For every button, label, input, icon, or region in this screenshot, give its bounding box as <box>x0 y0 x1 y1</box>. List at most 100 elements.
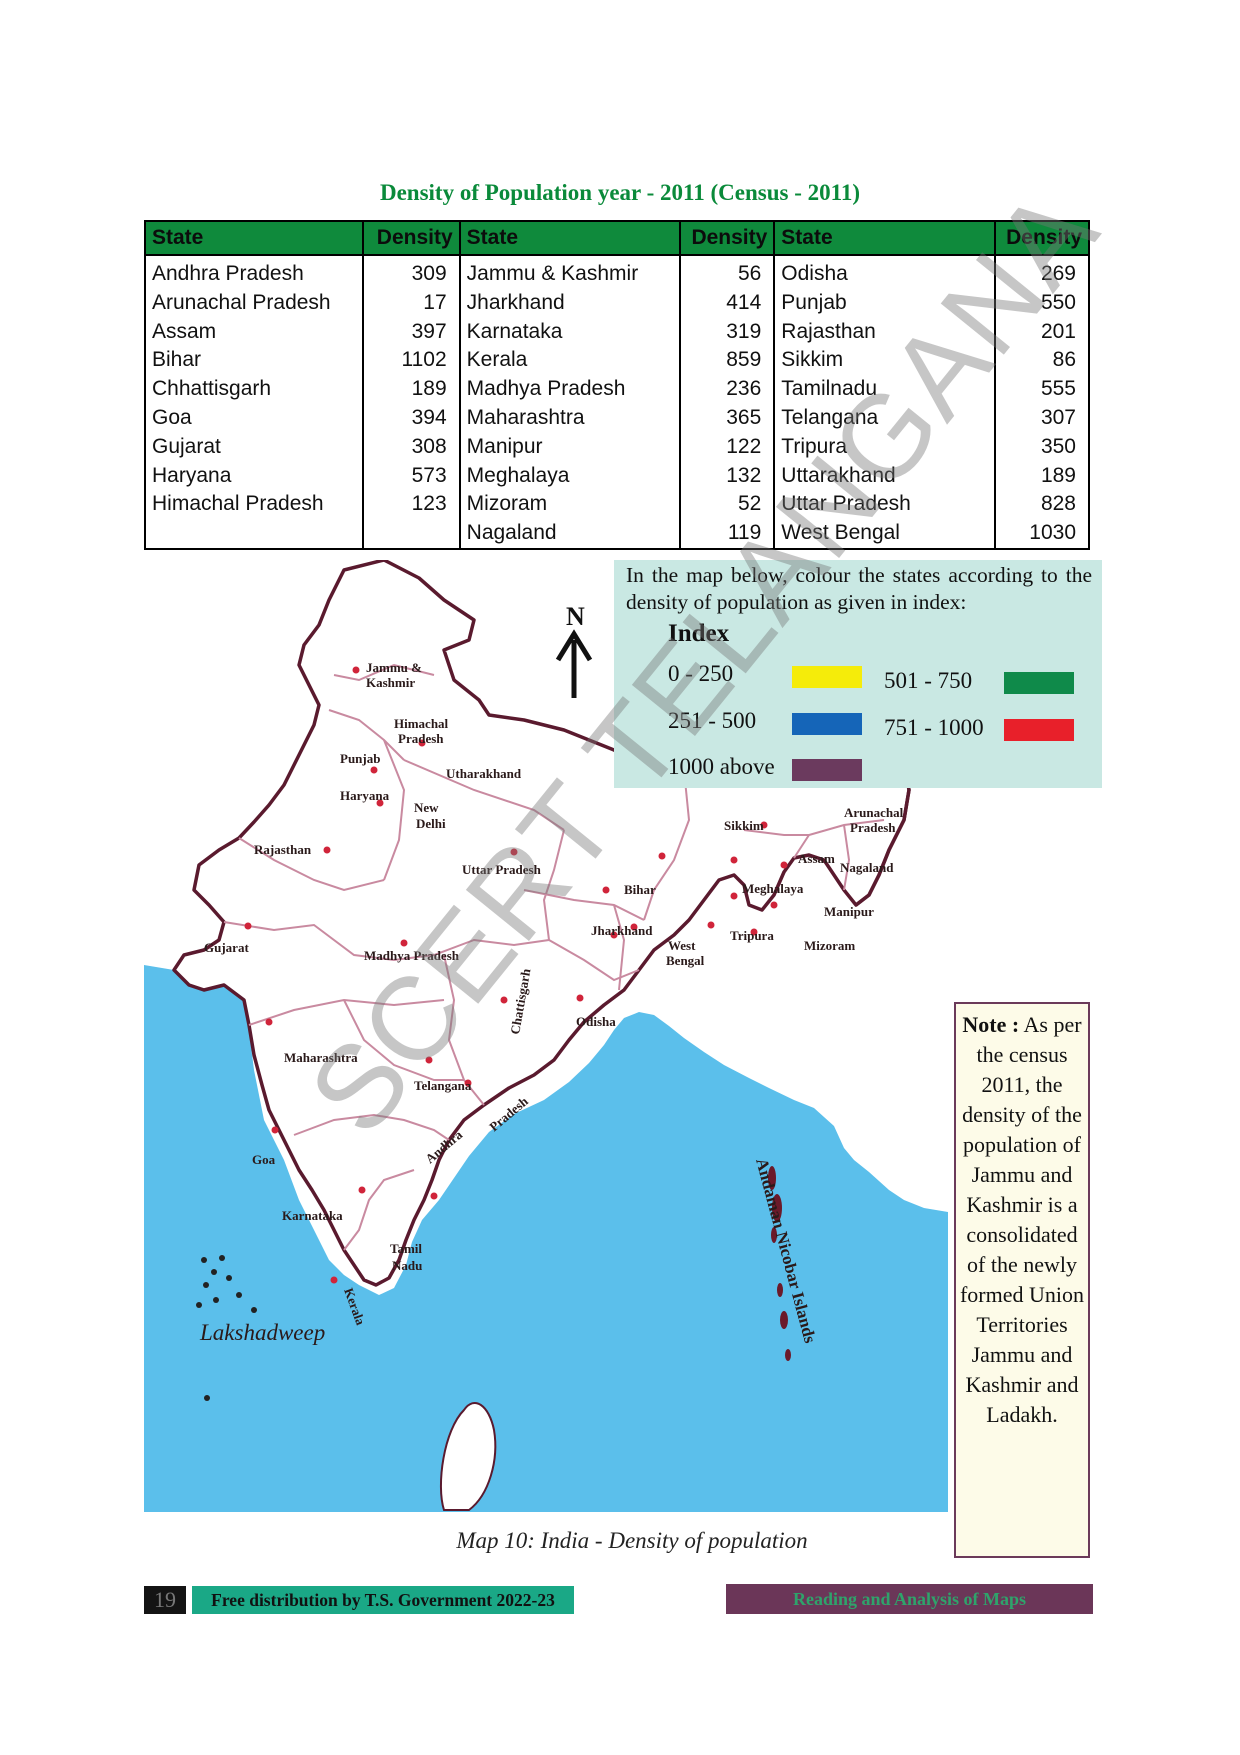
state-cell: Jharkhand <box>458 288 682 318</box>
island-shape <box>771 1227 777 1243</box>
map-label-madhya-pradesh: Madhya Pradesh <box>364 948 460 963</box>
state-cell: Madhya Pradesh <box>458 375 682 404</box>
legend-label-501-750: 501 - 750 <box>884 668 973 693</box>
legend-label-751-1000: 751 - 1000 <box>884 715 984 740</box>
density-cell: 52 <box>679 490 776 520</box>
map-label-delhi: Delhi <box>416 816 446 831</box>
map-label-himachal: Himachal <box>394 716 449 731</box>
footer-chapter-title: Reading and Analysis of Maps <box>726 1584 1093 1614</box>
map-label-arunachal: Arunachal <box>844 805 904 820</box>
state-cell: Chhattisgarh <box>143 375 365 404</box>
island-dot <box>203 1282 209 1288</box>
state-boundary-line <box>443 954 485 1106</box>
capital-dot <box>576 994 584 1002</box>
state-boundary-line <box>403 759 565 831</box>
island-dot <box>251 1307 257 1313</box>
capital-dots <box>244 666 788 1284</box>
north-label: N <box>566 602 585 631</box>
density-cell: 365 <box>679 403 776 433</box>
map-label-manipur: Manipur <box>824 904 874 919</box>
density-cell: 555 <box>993 375 1091 404</box>
state-boundary-line <box>542 829 565 941</box>
state-cell: Manipur <box>458 432 682 462</box>
density-cell: 189 <box>362 375 461 404</box>
map-label-tamil-nadu: Tamil <box>390 1241 422 1256</box>
capital-dot <box>658 852 666 860</box>
state-cell: Karnataka <box>458 317 682 347</box>
state-cell: Kerala <box>458 346 682 376</box>
map-label-west-bengal: West <box>668 938 696 953</box>
capital-dot <box>464 1079 472 1087</box>
state-boundary-line <box>328 709 405 761</box>
capital-dot <box>730 856 738 864</box>
map-label-uttarakhand: Utharakhand <box>446 766 522 781</box>
state-boundary-line <box>743 829 809 836</box>
density-cell: 397 <box>362 317 461 347</box>
island-shape <box>777 1283 783 1297</box>
map-label-rajasthan: Rajasthan <box>254 842 312 857</box>
state-cell: Nagaland <box>458 519 682 549</box>
state-boundary-line <box>238 837 385 892</box>
capital-dot <box>602 886 610 894</box>
capital-dot <box>376 799 384 807</box>
capital-dot <box>760 821 768 829</box>
capital-dot <box>750 928 758 936</box>
state-boundary-line <box>293 1113 450 1141</box>
state-cell: Gujarat <box>143 432 365 462</box>
island-dot <box>213 1297 219 1303</box>
north-arrow-head <box>555 629 593 662</box>
legend-swatch-green <box>1004 672 1074 694</box>
state-cell <box>143 519 365 549</box>
state-cell: Sikkim <box>773 346 996 376</box>
density-cell: 132 <box>679 461 776 491</box>
density-cell: 828 <box>993 490 1091 520</box>
capital-dot <box>271 1126 279 1134</box>
density-cell: 307 <box>993 403 1091 433</box>
capital-dot <box>730 892 738 900</box>
state-cell: Assam <box>143 317 365 347</box>
legend-swatch-blue <box>792 713 862 735</box>
island-dot <box>226 1275 232 1281</box>
table-row: Andhra Pradesh 309 Jammu & Kashmir 56 Odisha… <box>143 255 1091 289</box>
capital-dot <box>770 901 778 909</box>
density-cell: 350 <box>993 432 1091 462</box>
note-box: Note : As per the census 2011, the densi… <box>954 1002 1090 1558</box>
density-cell: 56 <box>679 255 776 289</box>
column-header: State <box>773 220 996 256</box>
state-cell: Maharashtra <box>458 403 682 433</box>
island-shape <box>785 1349 791 1361</box>
island-shape <box>772 1194 782 1222</box>
column-header: Density <box>679 220 776 256</box>
capital-dot <box>780 861 788 869</box>
map-label-uttar-pradesh: Uttar Pradesh <box>462 862 542 877</box>
page-number: 19 <box>144 1586 186 1614</box>
map-label-jammu-kashmir: Jammu & <box>366 660 422 675</box>
state-boundary-line <box>843 824 851 891</box>
map-label-sikkim: Sikkim <box>724 818 764 833</box>
state-cell: Tripura <box>773 432 996 462</box>
note-label: Note : <box>962 1012 1020 1037</box>
capital-dot <box>500 996 508 1004</box>
state-cell: Jammu & Kashmir <box>458 255 682 289</box>
map-label-jammu-kashmir: Kashmir <box>366 675 415 690</box>
table-row: Gujarat 308 Manipur 122 Tripura 350 <box>143 432 1091 462</box>
north-arrow: N <box>555 602 593 698</box>
state-boundary-line <box>343 1169 415 1251</box>
island-dot <box>201 1257 207 1263</box>
map-label-tripura: Tripura <box>730 928 774 943</box>
state-cell: Punjab <box>773 288 996 318</box>
instruction-box: In the map below, colour the states acco… <box>614 560 1102 788</box>
legend-swatch-yellow <box>792 666 862 688</box>
state-boundary-line <box>548 939 640 982</box>
note-body: As per the census 2011, the density of t… <box>959 1012 1085 1427</box>
column-header: Density <box>362 220 461 256</box>
density-cell: 573 <box>362 461 461 491</box>
state-cell: Bihar <box>143 346 365 376</box>
legend-label-251-500: 251 - 500 <box>668 708 757 733</box>
map-label-arunachal: Pradesh <box>850 820 896 835</box>
capital-dot <box>358 1186 366 1194</box>
table-row: Haryana 573 Meghalaya 132 Uttarakhand 189 <box>143 461 1091 491</box>
map-label-lakshadweep: Lakshadweep <box>199 1320 325 1345</box>
density-cell: 308 <box>362 432 461 462</box>
table-row: Goa 394 Maharashtra 365 Telangana 307 <box>143 403 1091 433</box>
